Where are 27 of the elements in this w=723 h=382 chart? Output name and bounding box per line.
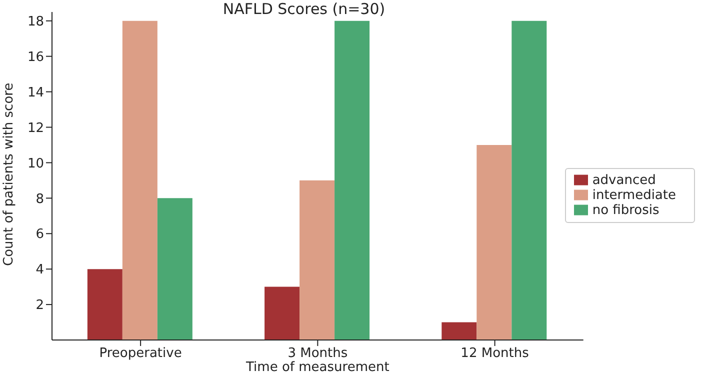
y-tick-label: 16 <box>27 50 44 65</box>
x-tick-label: 3 Months <box>288 346 348 362</box>
legend-label: intermediate <box>592 188 676 202</box>
bar <box>264 286 300 340</box>
bar <box>334 20 370 340</box>
x-axis-title: Time of measurement <box>245 360 390 376</box>
bar <box>122 20 158 340</box>
y-tick-label: 4 <box>36 262 44 278</box>
legend-label: advanced <box>592 172 656 188</box>
x-tick-label: Preoperative <box>99 346 182 362</box>
bar <box>87 269 122 340</box>
y-tick-label: 8 <box>36 192 44 207</box>
bar <box>442 322 477 340</box>
y-tick-label: 6 <box>36 227 44 242</box>
bar <box>300 180 335 340</box>
y-tick-label: 2 <box>36 298 44 314</box>
y-tick-label: 10 <box>27 156 44 172</box>
bar <box>476 144 512 340</box>
y-tick-label: 12 <box>27 120 44 136</box>
x-tick-label: 12 Months <box>460 346 530 362</box>
legend-label: no fibrosis <box>592 202 660 218</box>
chart-title: NAFLD Scores (n=30) <box>222 0 386 18</box>
y-tick-label: 14 <box>27 85 44 100</box>
bar <box>512 20 547 340</box>
y-tick-label: 18 <box>27 14 44 30</box>
bar <box>157 198 192 340</box>
y-axis-title: Count of patients with score <box>2 82 17 266</box>
